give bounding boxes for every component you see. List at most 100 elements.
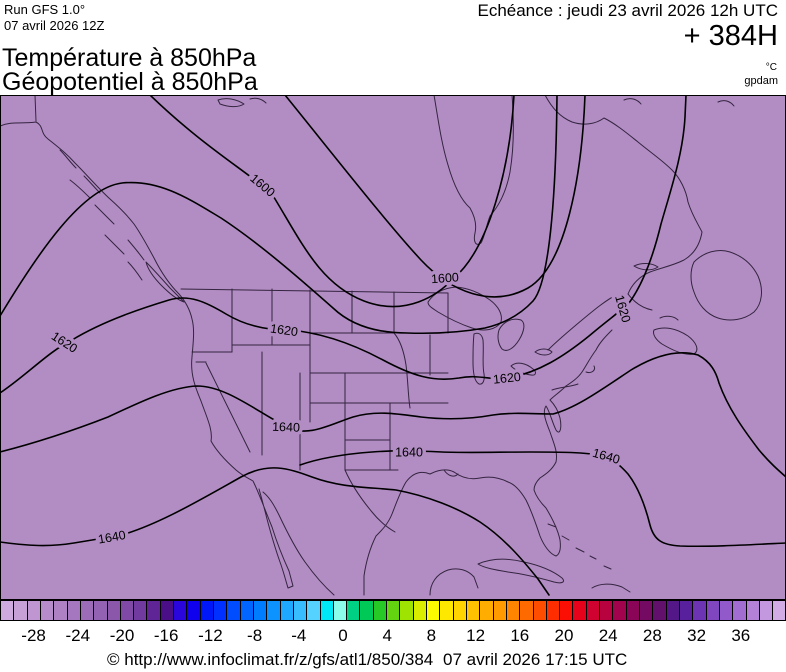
colorbar-tick-labels: -28 -24 -20 -16 -12 -8 -4 0 4 8 12 16 20 24 28 32 36 [0,626,786,648]
contour-label-1640: 1640 [395,445,423,459]
colorbar-cell [292,601,307,620]
colorbar-cell [372,601,387,620]
colorbar-cell [79,601,94,620]
colorbar-cell [213,601,227,620]
colorbar-tick-8: 8 [426,626,437,645]
colorbar-tick-12: 12 [466,626,486,645]
unit-geopotential-label: gpdam [744,75,778,87]
colorbar-cell [66,601,80,620]
colorbar-cell [492,601,506,620]
colorbar-cell [439,601,453,620]
colorbar-tick-28: 28 [642,626,662,645]
colorbar-cell [26,601,40,620]
colorbar-cell [599,601,613,620]
contour-1620 [0,95,687,394]
colorbar-cell [559,601,573,620]
colorbar-cell [359,601,373,620]
colorbar-cell [758,601,773,620]
colorbar-cell [319,601,333,620]
colorbar-tick--8: -8 [247,626,263,645]
contour-1600-outer [284,95,586,298]
colorbar-cell [306,601,320,620]
run-model-label: Run GFS 1.0° [4,2,86,17]
colorbar-tick-20: 20 [554,626,574,645]
colorbar-cell [93,601,107,620]
colorbar-cell [692,601,706,620]
colorbar-cell [0,601,14,620]
colorbar-tick--4: -4 [291,626,307,645]
colorbar-tick--20: -20 [109,626,135,645]
page-title-geopotential: Géopotentiel à 850hPa [2,68,258,96]
colorbar-tick--28: -28 [21,626,46,645]
colorbar-cell [678,601,693,620]
colorbar-cell [772,601,786,620]
coastlines-and-borders [0,95,762,596]
colorbar-tick-32: 32 [687,626,707,645]
colorbar-cell [332,601,347,620]
colorbar-cell [452,601,466,620]
colorbar-cell [173,601,187,620]
colorbar-cell [519,601,533,620]
colorbar-cell [612,601,626,620]
valid-time-label: Echéance : jeudi 23 avril 2026 12h UTC [477,1,778,20]
contour-label-1600: 1600 [431,270,460,286]
colorbar-cell [479,601,493,620]
unit-temp-label: °C [765,62,777,73]
colorbar-cell [106,601,120,620]
colorbar-cell [133,601,147,620]
generation-datetime: 07 avril 2026 17:15 UTC [443,650,628,669]
colorbar-cell [585,601,600,620]
colorbar-cell [159,601,174,620]
colorbar-cell [412,601,426,620]
contour-1640-north [0,352,786,478]
colorbar-cell [705,601,719,620]
colorbar-cell [732,601,746,620]
colorbar-cell [572,601,586,620]
colorbar-tick--12: -12 [198,626,223,645]
run-date-label: 07 avril 2026 12Z [4,18,105,33]
colorbar-cell [199,601,213,620]
temperature-colorbar [0,600,786,621]
colorbar-cell [625,601,639,620]
colorbar-cell [465,601,480,620]
lead-time-label: + 384H [683,20,778,52]
colorbar-cell [119,601,134,620]
colorbar-cell [639,601,653,620]
colorbar-tick-16: 16 [510,626,530,645]
page-title-temperature: Température à 850hPa [2,44,257,72]
contour-label-1640: 1640 [272,420,300,435]
colorbar-cell [279,601,293,620]
colorbar-cell [346,601,360,620]
map-background [0,95,786,600]
contour-label-1620: 1620 [492,370,521,387]
colorbar-cell [252,601,267,620]
colorbar-cell [665,601,679,620]
colorbar-tick-0: 0 [338,626,348,645]
contour-1640-baja [0,467,550,596]
colorbar-cell [532,601,546,620]
colorbar-cell [718,601,733,620]
colorbar-cell [745,601,759,620]
colorbar-cell [399,601,413,620]
colorbar-cell [426,601,440,620]
copyright-url: © http://www.infoclimat.fr/z/gfs/atl1/85… [107,650,434,669]
colorbar-tick-36: 36 [731,626,751,645]
colorbar-cell [53,601,67,620]
contour-nw-arch [0,95,558,335]
colorbar-cell [186,601,200,620]
colorbar-cell [13,601,27,620]
colorbar-cell [146,601,160,620]
colorbar-cell [239,601,253,620]
colorbar-tick-4: 4 [382,626,392,645]
colorbar-tick--24: -24 [65,626,91,645]
colorbar-cell [652,601,666,620]
colorbar-cell [226,601,240,620]
colorbar-tick-24: 24 [598,626,618,645]
colorbar-tick--16: -16 [153,626,179,645]
colorbar-cell [266,601,280,620]
colorbar-cell [545,601,560,620]
contour-1600-trough [149,95,515,308]
contour-1640-south [299,450,786,548]
